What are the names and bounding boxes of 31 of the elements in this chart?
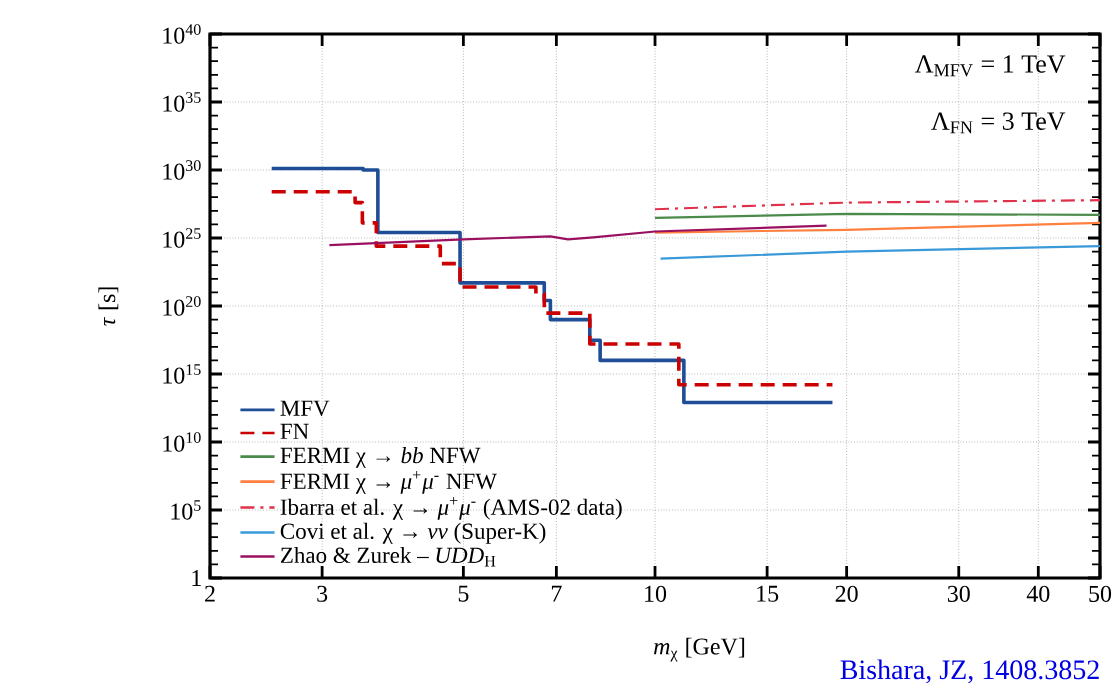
x-tick-label: 3	[317, 585, 328, 602]
y-axis-title: τ [s]	[98, 287, 119, 326]
legend-label: FN	[280, 423, 309, 439]
x-tick-label: 20	[835, 585, 858, 602]
y-tick-label: 10$^{35}$	[163, 92, 201, 112]
x-tick-label: 10	[645, 585, 667, 602]
legend-label: FERMI χ → μ$^{+}$μ$^{-}$ NFW	[280, 471, 497, 494]
y-tick-label: 10$^{5}$	[171, 500, 201, 520]
x-tick-label: 30	[947, 585, 970, 602]
y-tick-label: 1	[192, 570, 201, 586]
text: Bishara, JZ, 1408.3852	[840, 659, 1099, 684]
x-tick-label: 50	[1089, 585, 1112, 602]
legend-label: Covi et al. χ → νν (Super-K)	[280, 522, 546, 544]
x-tick-label: 40	[1026, 585, 1050, 602]
x-tick-label: 7	[551, 585, 562, 602]
y-tick-label: 10$^{15}$	[163, 364, 201, 384]
x-tick-label: 2	[205, 585, 215, 602]
x-tick-label: 15	[757, 585, 779, 602]
annotation: Λ$_{MFV}$ = 1 TeV	[914, 55, 1066, 77]
legend-label: MFV	[280, 400, 330, 417]
y-tick-label: 10$^{30}$	[163, 160, 201, 180]
x-tick-label: 5	[458, 585, 469, 602]
y-tick-label: 10$^{20}$	[163, 296, 201, 316]
y-tick-label: 10$^{10}$	[163, 432, 201, 452]
x-axis-title: m$_{χ}$ [GeV]	[654, 637, 745, 662]
annotation: Λ$_{FN}$ = 3 TeV	[931, 112, 1066, 134]
y-tick-label: 10$^{25}$	[163, 228, 201, 248]
y-tick-label: 10$^{40}$	[163, 24, 201, 44]
legend-label: FERMI χ → bb NFW	[280, 446, 481, 468]
legend-label: Zhao & Zurek – UDD$_{H}$	[280, 546, 496, 567]
legend-label: Ibarra et al. χ → μ$^{+}$μ$^{-}$ (AMS-02 data)	[280, 496, 622, 520]
